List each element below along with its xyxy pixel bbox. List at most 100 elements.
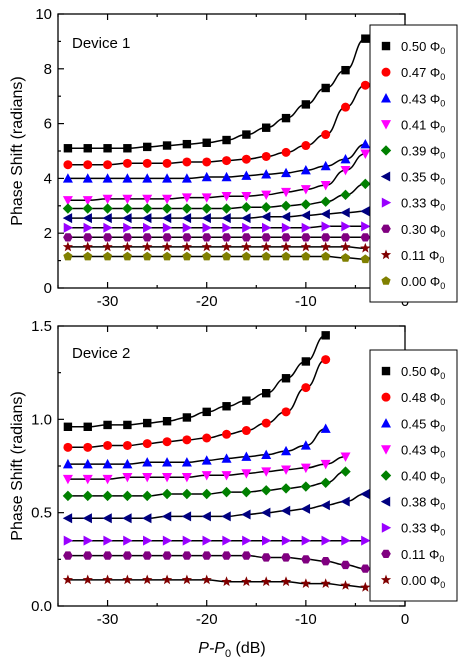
data-point	[122, 551, 133, 560]
data-point	[63, 222, 74, 233]
data-point	[103, 440, 113, 450]
data-point	[102, 474, 113, 485]
data-point	[262, 389, 271, 398]
legend-label: 0.39 Φ0	[401, 143, 445, 160]
data-point	[222, 156, 232, 166]
data-point	[161, 241, 173, 252]
data-point	[301, 141, 311, 151]
data-point	[102, 213, 112, 224]
data-point	[301, 100, 311, 109]
fit-line	[67, 554, 366, 570]
legend-label: 0.33 Φ0	[401, 521, 445, 538]
data-point	[241, 426, 251, 436]
series-8	[63, 551, 371, 573]
data-point	[63, 233, 73, 242]
data-point	[122, 213, 132, 224]
data-point	[281, 222, 292, 233]
data-point	[181, 213, 192, 224]
data-point	[82, 474, 93, 485]
data-point	[102, 513, 112, 524]
data-point	[62, 196, 73, 206]
data-point	[340, 233, 351, 242]
data-point	[103, 160, 113, 170]
legend-marker	[381, 445, 391, 455]
data-point	[62, 213, 73, 224]
data-point	[221, 171, 232, 182]
data-point	[261, 507, 271, 518]
data-point	[340, 241, 351, 252]
data-point	[361, 535, 371, 546]
data-point	[222, 429, 232, 439]
data-point	[201, 488, 212, 500]
legend-marker	[381, 366, 391, 376]
data-point	[122, 158, 132, 168]
legend-marker	[380, 171, 391, 182]
series-2	[63, 80, 370, 170]
legend-label: 0.41 Φ0	[401, 117, 445, 134]
legend-marker	[381, 276, 391, 285]
data-point	[341, 102, 351, 112]
data-point	[321, 130, 331, 140]
data-point	[360, 489, 370, 499]
data-point	[83, 442, 93, 452]
data-point	[143, 142, 152, 152]
data-point	[241, 469, 252, 479]
data-point	[340, 452, 351, 462]
data-point	[221, 203, 232, 214]
x-tick-label: -30	[97, 611, 119, 628]
data-point	[161, 203, 173, 214]
data-point	[122, 458, 133, 469]
data-point	[202, 157, 212, 167]
y-tick-label: 0.5	[31, 505, 52, 522]
data-point	[82, 233, 93, 242]
fit-line	[67, 246, 366, 250]
data-point	[162, 473, 173, 483]
data-point	[241, 213, 251, 224]
data-point	[83, 251, 93, 261]
data-point	[281, 113, 291, 123]
data-point	[83, 160, 93, 170]
data-point	[340, 466, 351, 477]
data-point	[221, 576, 232, 587]
data-point	[221, 486, 232, 498]
data-point	[280, 211, 291, 222]
data-point	[340, 154, 351, 164]
data-point	[300, 578, 311, 588]
data-point	[62, 490, 74, 502]
data-point	[83, 422, 92, 431]
data-point	[221, 192, 232, 202]
data-point	[182, 551, 192, 560]
data-point	[261, 576, 272, 587]
data-point	[360, 80, 370, 90]
legend-label: 0.50 Φ0	[401, 39, 445, 56]
data-point	[201, 193, 212, 203]
data-point	[182, 222, 193, 233]
data-point	[280, 576, 292, 587]
data-point	[63, 442, 73, 452]
data-point	[261, 190, 272, 201]
chart-device-2: -30 -20 -10 0 0.0 0.5 1.0 1.5 Phase Shift (radia…	[9, 318, 458, 628]
data-point	[62, 513, 73, 524]
legend-label: 0.40 Φ0	[401, 469, 445, 486]
series-4	[62, 452, 351, 485]
series-9	[62, 241, 371, 253]
data-point	[281, 445, 292, 456]
data-point	[222, 402, 231, 411]
x-tick-label: -10	[295, 293, 317, 310]
data-point	[340, 253, 351, 262]
data-point	[82, 203, 93, 214]
data-point	[122, 251, 132, 261]
data-point	[181, 241, 192, 252]
data-point	[202, 433, 212, 443]
legend-marker	[380, 145, 392, 156]
data-point	[241, 233, 252, 242]
data-point	[181, 193, 192, 203]
data-point	[162, 551, 172, 560]
data-point	[103, 144, 112, 153]
data-point	[242, 222, 252, 233]
x-tick-label: 0	[401, 611, 409, 628]
data-point	[301, 357, 311, 366]
data-point	[142, 213, 152, 224]
fit-line	[67, 84, 366, 166]
